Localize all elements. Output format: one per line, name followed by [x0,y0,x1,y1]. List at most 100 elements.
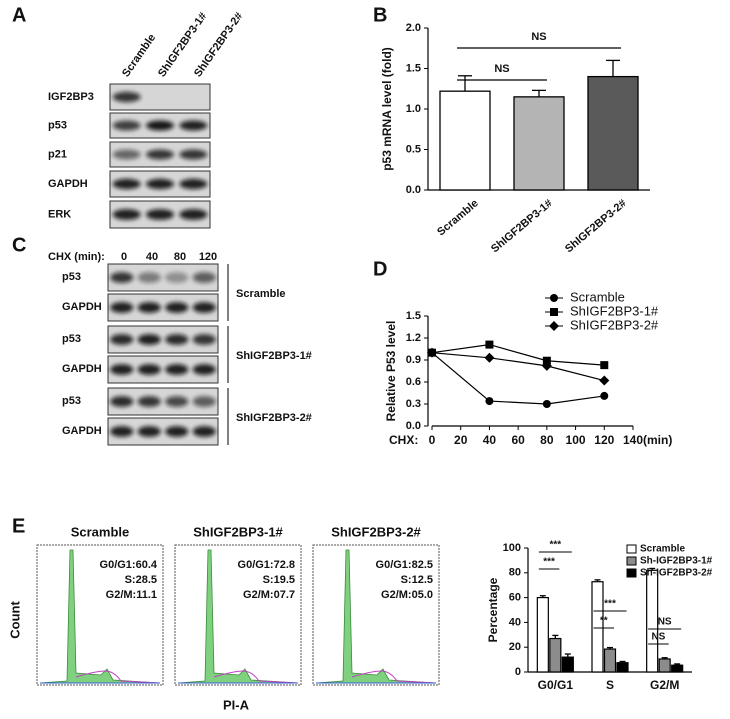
panel-label: B [373,4,387,26]
bar [439,90,491,191]
blot-band [137,426,161,437]
y-tick-label: 100 [503,542,521,554]
row-label: p21 [48,148,67,160]
legend-label: Sh-IGF2BP3-1# [640,556,713,567]
cell-cycle-stat: G0/G1:72.8 [238,559,295,571]
significance-label: ** [600,616,608,627]
bar [616,662,629,673]
row-label: IGF2BP3 [48,91,94,103]
legend-label: Scramble [640,544,685,555]
y-tick-label: 80 [509,567,521,579]
legend-label: ShIGF2BP3-1# [570,303,659,318]
blot-band [165,396,189,407]
legend-swatch [626,568,637,578]
marker [542,356,551,365]
data-line [431,343,605,366]
blot-band [165,272,189,283]
data-line [431,352,605,382]
significance-label: *** [604,599,616,610]
marker [427,347,437,358]
x-tick-label: Scramble [435,197,481,238]
marker [485,397,494,406]
x-tick-label: 100 [566,433,586,447]
marker [600,361,609,370]
y-tick-label: 0.3 [406,398,421,410]
group-label: ShIGF2BP3-1# [236,350,312,362]
y-tick-label: 0.9 [406,354,421,366]
blot-band [110,272,134,283]
y-tick-label: 1.5 [406,62,421,74]
bar [591,581,604,673]
plot-title: Scramble [71,524,130,539]
treatment-label: CHX (min): [48,251,105,263]
significance-label: NS [494,63,509,75]
bar [513,96,565,191]
plot-title: ShIGF2BP3-2# [331,524,421,539]
blot-band [192,364,216,375]
y-axis-label: Count [7,601,22,639]
row-label: ERK [48,208,71,220]
marker [541,360,552,371]
blot-band [137,334,161,345]
significance-label: NS [531,31,546,43]
cell-cycle-stat: G0/G1:82.5 [376,559,433,571]
y-tick-label: 60 [509,592,521,604]
significance-label: NS [658,617,672,628]
row-label: p53 [62,271,81,283]
blot-band [192,334,216,345]
blot-band [137,272,161,283]
legend-label: Sh-IGF2BP3-2# [640,568,713,579]
cell-cycle-stat: G2/M:11.1 [106,589,157,601]
blot-band [165,334,189,345]
timepoint-label: 40 [146,251,158,263]
x-tick-label: S [606,678,614,692]
blot-band [112,209,141,220]
blot-band [137,364,161,375]
blot-band [165,302,189,313]
x-tick-label: ShIGF2BP3-2# [563,197,629,255]
cell-cycle-stat: S:12.5 [401,574,433,586]
legend-marker [550,308,558,316]
marker [600,391,609,400]
x-tick-label: G2/M [650,678,679,692]
y-tick-label: 2.0 [406,22,421,34]
blot-band [112,149,141,160]
x-tick-label: G0/G1 [538,678,574,692]
blot-band [110,396,134,407]
y-tick-label: 0.0 [406,184,421,196]
blot-band [192,272,216,283]
lane-label: Scramble [120,32,158,79]
x-axis-label: (min) [643,433,672,447]
x-tick-label: 80 [540,433,554,447]
blot-band [137,396,161,407]
x-tick-label: 0 [429,433,436,447]
x-tick-label: 120 [594,433,614,447]
blot-band [112,120,141,131]
marker [542,400,551,408]
group-label: ShIGF2BP3-2# [236,412,312,424]
cell-cycle-stat: S:28.5 [125,574,157,586]
blot-band [137,302,161,313]
row-label: GAPDH [62,301,102,313]
timepoint-label: 0 [121,251,127,263]
y-tick-label: 0.5 [406,143,421,155]
bar [587,75,639,191]
y-axis-label: p53 mRNA level (fold) [380,47,394,171]
blot-band [179,120,208,131]
plot-frame [36,544,164,686]
plot-frame [174,544,302,686]
blot-band [112,178,141,190]
blot-band [179,178,208,190]
legend-marker [549,321,559,331]
blot-band [110,364,134,375]
blot-band [192,426,216,437]
marker [599,375,610,386]
bar [603,648,617,673]
bar [536,596,549,673]
bar [561,656,574,673]
timepoint-label: 120 [199,251,217,263]
timepoint-label: 80 [174,251,186,263]
legend-swatch [626,544,637,554]
cell-cycle-stat: G0/G1:60.4 [100,559,158,571]
legend-marker [550,294,558,302]
